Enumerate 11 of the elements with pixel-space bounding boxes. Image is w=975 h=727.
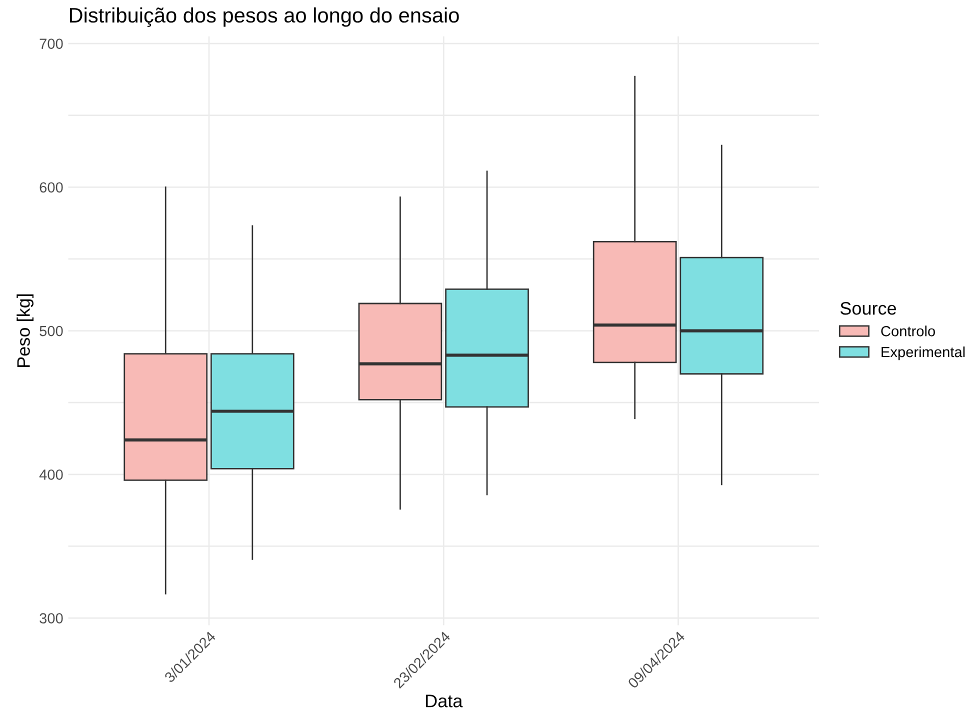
y-tick-label: 500 (40, 326, 63, 336)
legend-label: Experimental (882, 346, 965, 360)
y-tick-label: 300 (40, 613, 63, 624)
legend-label: Controlo (881, 326, 935, 336)
y-tick-label: 400 (39, 470, 63, 480)
y-axis-title: Peso [kg] (16, 294, 34, 367)
y-tick-label: 700 (40, 38, 63, 49)
legend-title: Source (840, 302, 896, 315)
y-tick-label: 600 (40, 182, 63, 193)
chart-title: Distribuição dos pesos ao longo do ensaio (70, 7, 459, 27)
x-axis-title: Data (426, 694, 463, 708)
